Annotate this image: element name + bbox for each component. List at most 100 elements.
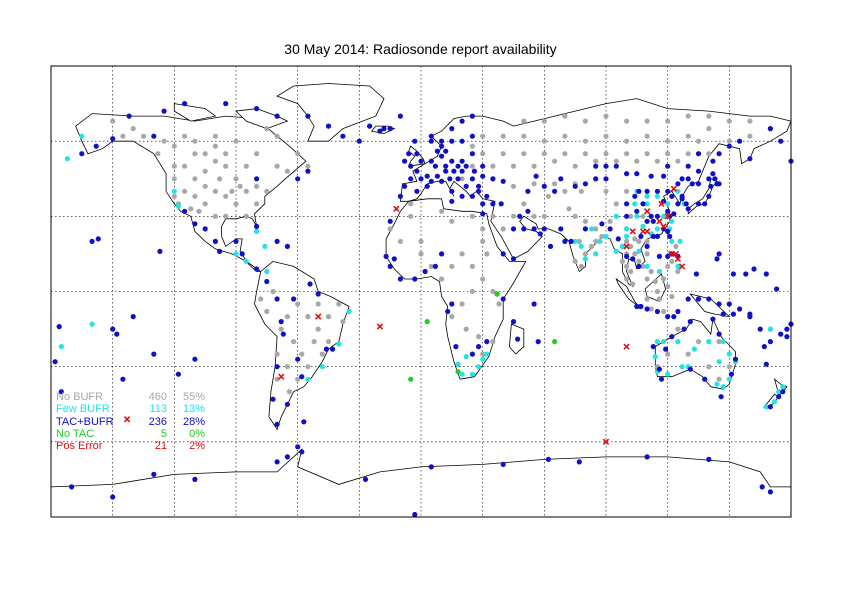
station-no-bufr [305, 364, 311, 370]
station-few-bufr [578, 243, 584, 249]
station-tac-bufr [747, 311, 753, 317]
station-tac-bufr [414, 168, 420, 174]
station-tac-bufr [432, 263, 438, 269]
station-tac-bufr [299, 449, 305, 455]
station-no-bufr [531, 181, 537, 187]
station-tac-bufr [387, 263, 393, 269]
station-tac-bufr [151, 133, 157, 139]
station-tac-bufr [367, 123, 373, 129]
station-tac-bufr [687, 319, 693, 325]
station-no-bufr [223, 193, 229, 199]
station-few-bufr [305, 376, 311, 382]
station-no-bufr [632, 236, 638, 242]
station-tac-bufr [451, 168, 457, 174]
station-tac-bufr [521, 226, 527, 232]
station-tac-bufr [469, 193, 475, 199]
station-tac-bufr [663, 346, 669, 352]
station-tac-bufr [254, 223, 260, 229]
station-tac-bufr [665, 208, 671, 214]
station-tac-bufr [681, 326, 687, 332]
station-no-bufr [325, 314, 332, 320]
station-tac-bufr [463, 163, 469, 169]
station-tac-bufr [212, 238, 218, 244]
station-no-bufr [706, 113, 712, 119]
station-no-bufr [541, 213, 547, 219]
station-tac-bufr [445, 308, 451, 315]
station-no-bufr [192, 193, 198, 199]
station-tac-bufr [439, 138, 445, 144]
station-no-bufr [685, 151, 691, 157]
station-tac-bufr [424, 183, 430, 189]
station-few-bufr [619, 243, 626, 249]
station-no-bufr [628, 213, 634, 219]
station-tac-bufr [151, 351, 157, 357]
station-tac-bufr [634, 208, 640, 214]
station-tac-bufr [443, 163, 449, 169]
legend-count: 236 [148, 415, 167, 428]
station-tac-bufr [484, 193, 490, 199]
station-pos-error [664, 213, 671, 220]
station-tac-bufr [500, 251, 506, 257]
station-few-bufr [480, 356, 486, 362]
station-few-bufr [632, 201, 638, 207]
station-tac-bufr [278, 319, 284, 325]
station-tac-bufr [500, 461, 506, 467]
station-tac-bufr [716, 331, 722, 337]
station-no-tac [424, 319, 430, 325]
station-no-bufr [315, 326, 321, 332]
station-tac-bufr [418, 158, 424, 164]
station-few-bufr [691, 346, 698, 352]
station-tac-bufr [685, 206, 691, 212]
station-no-bufr [589, 243, 595, 249]
station-no-bufr [212, 213, 218, 219]
station-tac-bufr [254, 176, 260, 182]
station-no-bufr [490, 213, 496, 219]
station-tac-bufr [500, 178, 506, 184]
station-few-bufr [726, 376, 732, 382]
station-tac-bufr [52, 359, 58, 365]
station-tac-bufr [274, 421, 280, 427]
station-no-bufr [233, 176, 239, 182]
station-no-bufr [223, 151, 229, 157]
station-no-bufr [747, 133, 753, 139]
station-no-bufr [254, 201, 260, 207]
station-tac-bufr [763, 361, 769, 367]
station-tac-bufr [295, 356, 301, 362]
station-no-bufr [202, 168, 208, 174]
station-no-bufr [613, 201, 619, 207]
station-no-bufr [706, 151, 712, 157]
station-no-bufr [480, 238, 486, 244]
station-no-bufr [217, 176, 223, 182]
station-tac-bufr [667, 233, 673, 239]
station-no-bufr [541, 138, 547, 144]
station-no-bufr [490, 288, 496, 295]
station-pos-error [123, 416, 131, 423]
station-tac-bufr [767, 339, 774, 345]
station-tac-bufr [737, 306, 743, 312]
station-tac-bufr [636, 263, 642, 269]
station-tac-bufr [484, 339, 490, 345]
station-few-bufr [254, 228, 260, 234]
station-tac-bufr [459, 168, 465, 174]
station-tac-bufr [654, 213, 661, 219]
station-no-bufr [726, 138, 732, 144]
station-tac-bufr [515, 336, 521, 342]
station-tac-bufr [675, 181, 681, 187]
station-no-bufr [603, 113, 609, 119]
station-no-bufr [480, 133, 486, 139]
station-tac-bufr [644, 454, 650, 460]
station-tac-bufr [110, 136, 116, 142]
station-tac-bufr [301, 419, 307, 425]
station-no-bufr [264, 188, 270, 194]
station-tac-bufr [679, 176, 685, 182]
station-no-bufr [521, 133, 527, 139]
station-tac-bufr [650, 344, 656, 350]
station-pos-error [643, 228, 651, 235]
station-tac-bufr [362, 476, 369, 482]
station-tac-bufr [202, 226, 208, 232]
station-tac-bufr [434, 173, 440, 179]
station-tac-bufr [377, 128, 383, 134]
station-tac-bufr [397, 276, 403, 282]
station-no-bufr [286, 389, 292, 395]
legend-percent: 55% [182, 391, 205, 403]
